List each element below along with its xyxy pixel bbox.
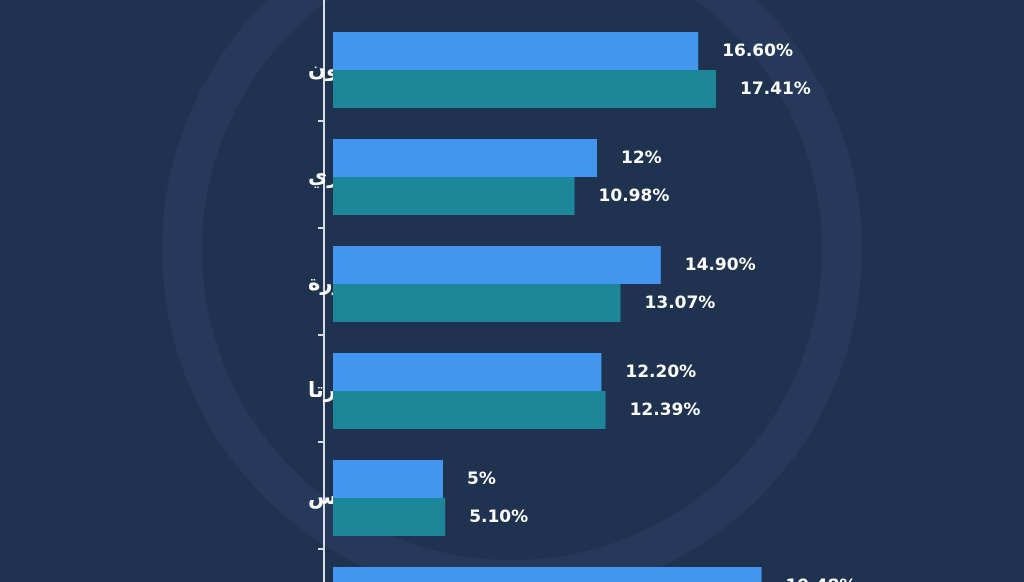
bar [333,284,621,322]
bar [333,567,762,582]
value-label: 12.20% [625,362,696,382]
value-label: 5% [467,469,496,489]
value-label: 12% [621,148,662,168]
value-label: 12.39% [630,400,701,420]
value-label: 13.07% [645,293,716,313]
value-label: 10.98% [599,186,670,206]
bar [333,498,446,536]
value-label: 5.10% [469,507,528,527]
bar [333,246,661,284]
bar [333,32,699,70]
value-label: 16.60% [722,41,793,61]
value-label: 17.41% [740,79,811,99]
bar [333,460,443,498]
bar [333,391,606,429]
bar [333,139,597,177]
value-label: 14.90% [685,255,756,275]
value-label: 19.48% [786,576,857,582]
bar [333,177,575,215]
bar [333,70,717,108]
bar [333,353,602,391]
